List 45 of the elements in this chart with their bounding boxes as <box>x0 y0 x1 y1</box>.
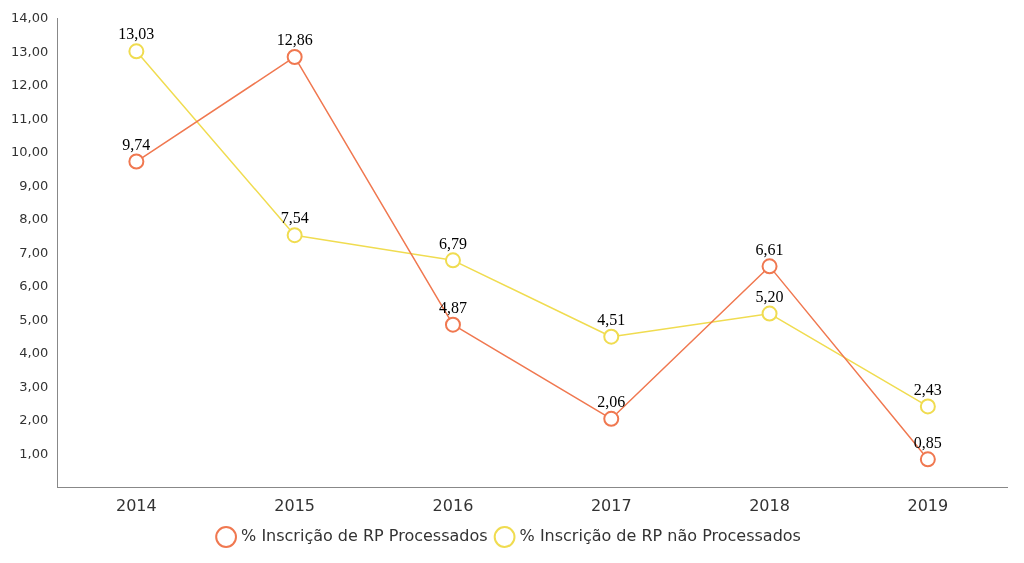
point <box>286 227 303 244</box>
data-label: 0,85 <box>913 433 942 451</box>
x-tick-label: 2017 <box>590 495 632 515</box>
point <box>603 328 620 345</box>
x-tick-label: 2014 <box>116 495 157 515</box>
y-tick-label: 13,00 <box>11 43 49 59</box>
point <box>444 316 461 333</box>
y-tick-label: 10,00 <box>11 144 49 160</box>
x-tick-label: 2018 <box>749 495 790 515</box>
y-tick-label: 12,00 <box>11 77 49 93</box>
point <box>761 305 778 322</box>
y-tick-label: 1,00 <box>19 445 49 461</box>
y-tick-label: 7,00 <box>19 244 49 260</box>
y-tick-label: 9,00 <box>19 177 49 193</box>
point <box>919 398 936 415</box>
point <box>128 43 145 60</box>
x-tick-label: 2016 <box>432 495 474 515</box>
x-tick-label: 2015 <box>274 495 316 515</box>
data-label: 12,86 <box>276 31 313 49</box>
y-tick-label: 5,00 <box>19 311 49 327</box>
data-label: 4,51 <box>597 310 626 328</box>
legend-label: % Inscrição de RP não Processados <box>519 526 801 546</box>
point <box>128 153 145 170</box>
data-label: 6,79 <box>438 234 467 252</box>
y-tick-label: 14,00 <box>11 10 49 26</box>
data-label: 2,06 <box>597 392 626 410</box>
point <box>603 410 620 427</box>
point <box>761 258 778 275</box>
y-tick-label: 8,00 <box>19 211 49 227</box>
data-label: 13,03 <box>118 25 155 43</box>
data-label: 9,74 <box>122 135 151 153</box>
data-label: 5,20 <box>755 287 784 305</box>
y-tick-label: 3,00 <box>19 378 49 394</box>
point <box>444 252 461 269</box>
y-tick-label: 11,00 <box>11 110 49 126</box>
x-tick-label: 2019 <box>907 495 949 515</box>
point <box>919 451 936 468</box>
data-label: 2,43 <box>913 380 942 398</box>
data-label: 6,61 <box>755 240 784 258</box>
point <box>286 48 303 65</box>
y-tick-label: 4,00 <box>19 345 49 361</box>
data-label: 7,54 <box>280 209 309 227</box>
y-tick-label: 2,00 <box>19 412 49 428</box>
y-tick-label: 6,00 <box>19 278 49 294</box>
legend-label: % Inscrição de RP Processados <box>241 526 488 546</box>
